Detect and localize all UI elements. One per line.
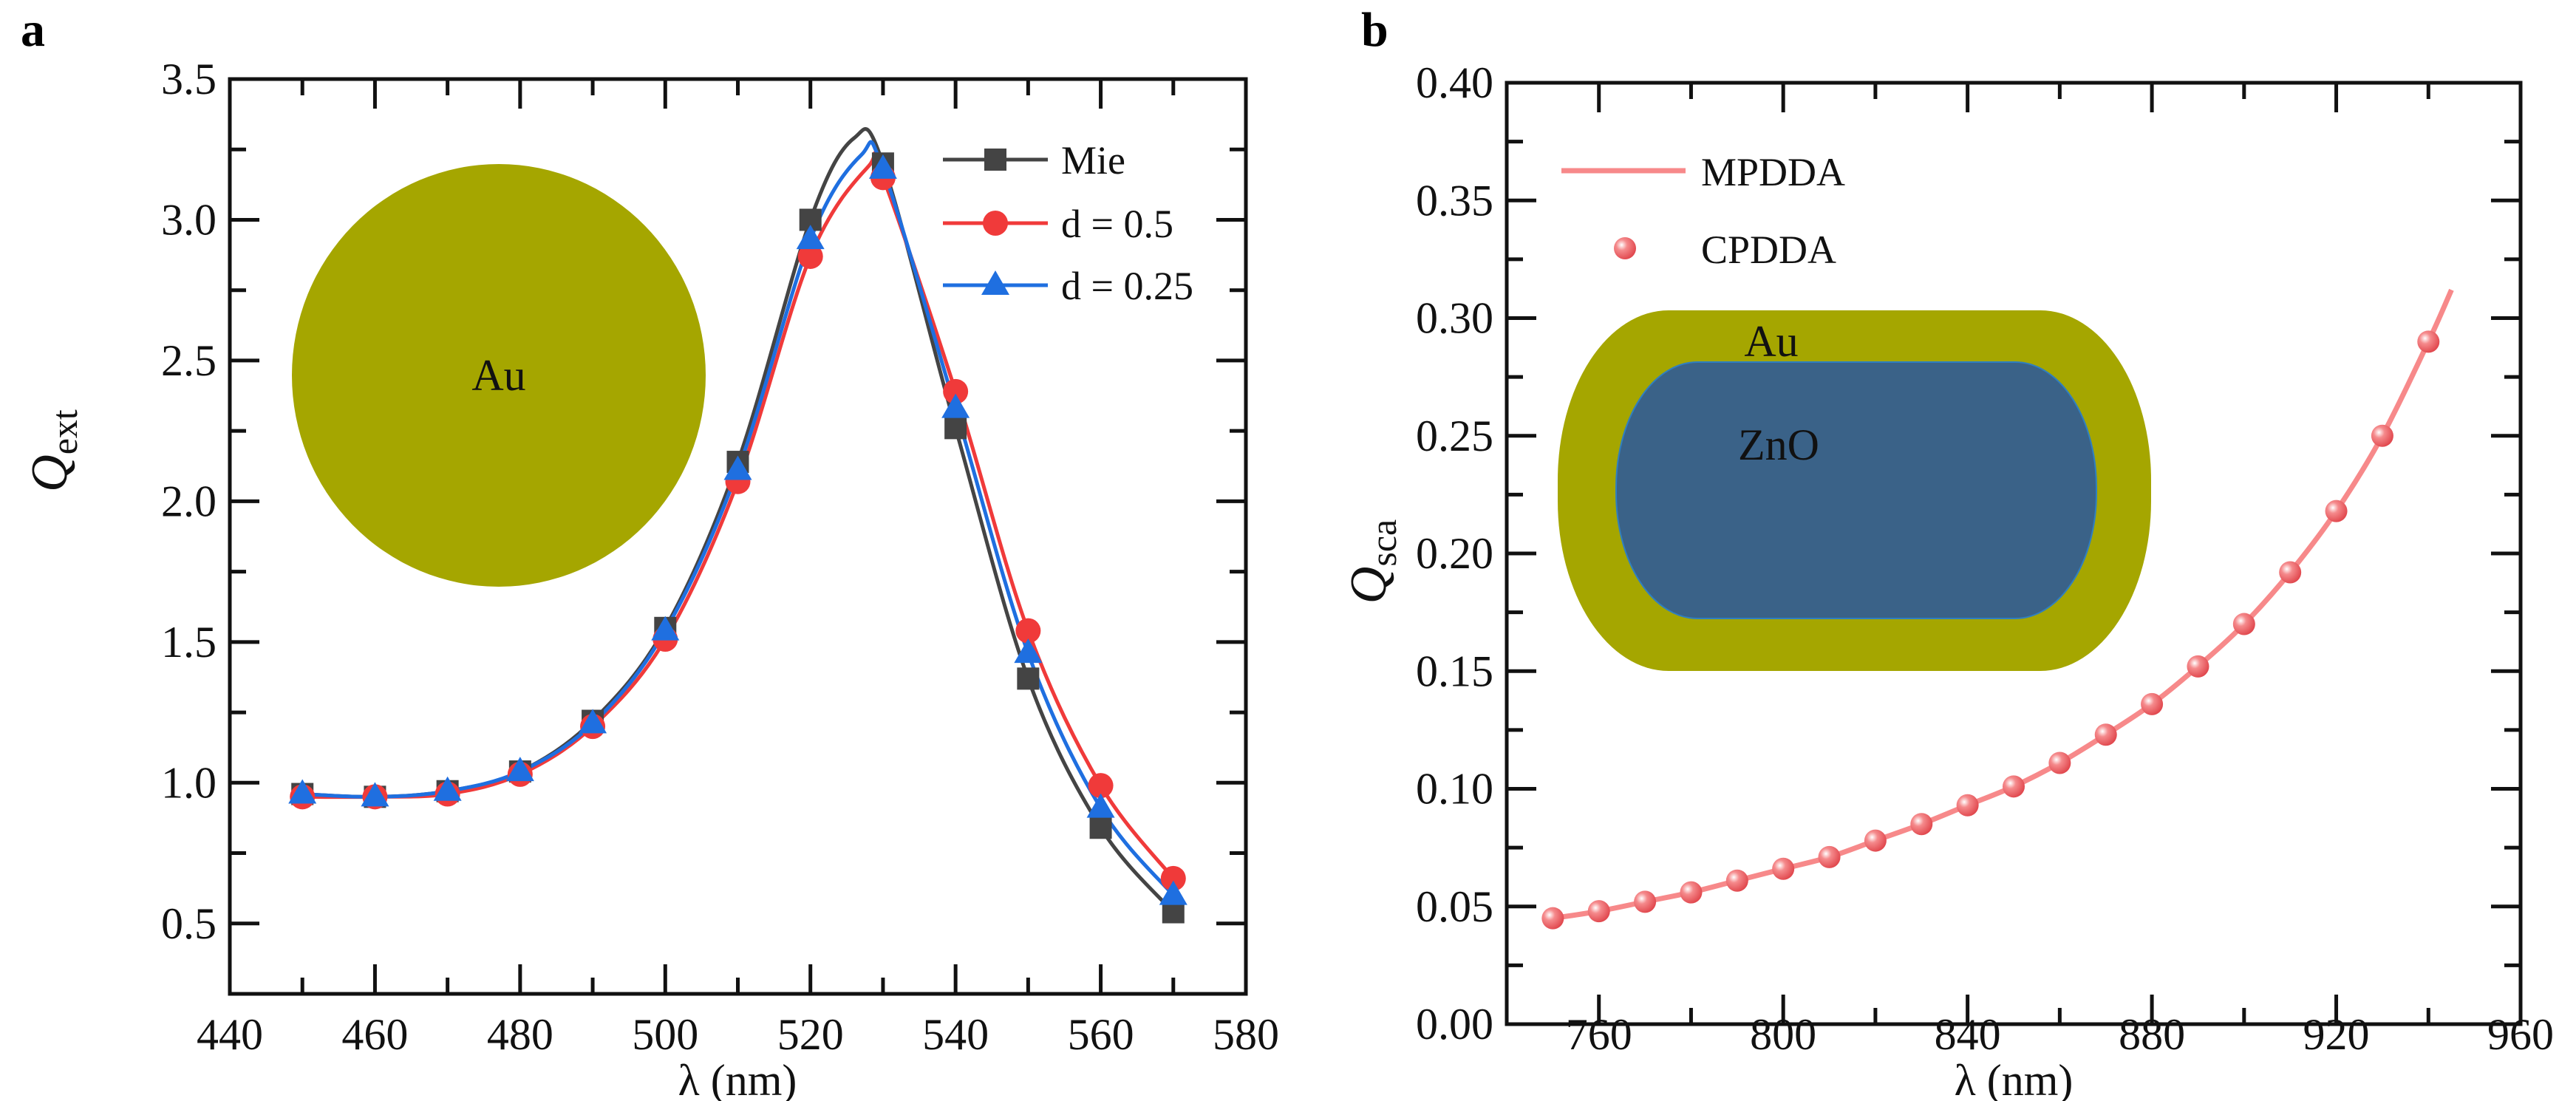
- data-point-triangle: [433, 776, 462, 801]
- inset-label-au: Au: [471, 351, 525, 400]
- data-point-triangle: [941, 393, 970, 418]
- data-point-cpdda: [1818, 845, 1841, 868]
- data-point-cpdda: [1910, 813, 1933, 836]
- zno-core-inset: [1615, 361, 2097, 619]
- legend-label: d = 0.5: [1061, 202, 1173, 246]
- data-point-cpdda: [2048, 751, 2071, 774]
- data-point-triangle: [1086, 793, 1115, 818]
- data-point-triangle: [361, 782, 389, 807]
- inset-label-au: Au: [1744, 317, 1798, 366]
- data-point-triangle: [1159, 880, 1188, 905]
- data-point-cpdda: [2325, 500, 2348, 522]
- data-point-triangle: [579, 709, 607, 734]
- y-tick-label: 3.0: [161, 195, 217, 244]
- data-point-cpdda: [2279, 561, 2302, 584]
- data-point-cpdda: [1864, 829, 1887, 852]
- legend-marker-square: [984, 149, 1006, 171]
- legend-label: d = 0.25: [1061, 264, 1193, 308]
- legend-marker-cpdda: [1614, 237, 1636, 259]
- y-axis-label-b: Qsca: [1340, 519, 1404, 604]
- y-tick-label: 0.40: [1416, 58, 1493, 107]
- data-point-cpdda: [1725, 869, 1748, 892]
- data-point-cpdda: [1634, 890, 1657, 913]
- data-point-cpdda: [2003, 775, 2025, 798]
- y-tick-label: 0.00: [1416, 1000, 1493, 1049]
- x-tick-label: 500: [632, 1010, 698, 1059]
- panel-b: b Au ZnO 760 800 840 880 920 960 0.00 0.05 0.10 0…: [1340, 3, 2554, 1101]
- data-point-triangle: [723, 455, 752, 480]
- x-tick-label: 560: [1068, 1010, 1134, 1059]
- legend-label: Mie: [1061, 138, 1125, 183]
- x-tick-label: 840: [1935, 1010, 2001, 1059]
- x-tick-label: 880: [2119, 1010, 2185, 1059]
- y-tick-label: 0.35: [1416, 176, 1493, 225]
- x-tick-label: 920: [2303, 1010, 2370, 1059]
- data-point-cpdda: [2141, 692, 2164, 715]
- y-tick-label: 3.5: [161, 55, 217, 103]
- x-tick-label: 580: [1213, 1010, 1279, 1059]
- data-point-cpdda: [1587, 900, 1610, 923]
- x-tick-label: 440: [197, 1010, 263, 1059]
- data-point-triangle: [651, 616, 680, 641]
- au-sphere-inset: [292, 164, 706, 587]
- legend-marker-circle: [983, 211, 1008, 236]
- data-point-square: [1089, 817, 1112, 839]
- data-point-triangle: [796, 225, 825, 250]
- x-tick-label: 960: [2487, 1010, 2554, 1059]
- data-point-cpdda: [1541, 907, 1564, 930]
- x-tick-label: 520: [777, 1010, 844, 1059]
- panel-a: a Au 440 460 480 500 520 540 560 580 0.5 1.0 1.5 2.…: [21, 3, 1279, 1101]
- data-point-circle: [1160, 865, 1186, 891]
- data-point-circle: [797, 243, 823, 269]
- data-point-cpdda: [1772, 857, 1795, 880]
- data-point-cpdda: [2371, 424, 2393, 447]
- y-tick-label: 1.5: [161, 618, 217, 667]
- data-point-cpdda: [1956, 794, 1979, 817]
- data-point-cpdda: [2417, 330, 2440, 353]
- data-point-triangle: [288, 779, 317, 804]
- x-tick-label: 800: [1750, 1010, 1816, 1059]
- legend-label: CPDDA: [1701, 228, 1836, 272]
- y-tick-label: 0.5: [161, 899, 217, 948]
- x-axis-label-a: λ (nm): [678, 1056, 797, 1101]
- data-point-cpdda: [1680, 881, 1703, 904]
- panel-label-b: b: [1361, 3, 1388, 57]
- y-tick-label: 1.0: [161, 758, 217, 807]
- data-point-cpdda: [2232, 613, 2255, 635]
- y-tick-label: 2.5: [161, 336, 217, 385]
- legend-label: MPDDA: [1701, 150, 1845, 194]
- data-point-square: [1017, 667, 1040, 690]
- inset-label-zno: ZnO: [1738, 420, 1819, 469]
- x-tick-label: 480: [487, 1010, 553, 1059]
- x-tick-label: 460: [341, 1010, 408, 1059]
- y-tick-label: 0.30: [1416, 294, 1493, 343]
- data-point-cpdda: [2094, 723, 2117, 746]
- x-tick-label: 540: [922, 1010, 989, 1059]
- data-point-triangle: [505, 757, 534, 782]
- data-point-cpdda: [2187, 655, 2209, 678]
- y-tick-label: 2.0: [161, 477, 217, 525]
- data-point-triangle: [868, 154, 897, 179]
- data-point-square: [944, 417, 967, 440]
- data-point-triangle: [1014, 638, 1043, 664]
- y-tick-label: 0.15: [1416, 647, 1493, 695]
- legend-marker-triangle: [981, 270, 1009, 295]
- data-point-circle: [1088, 773, 1114, 799]
- x-tick-label: 760: [1566, 1010, 1632, 1059]
- y-tick-label: 0.10: [1416, 765, 1493, 814]
- x-axis-label-b: λ (nm): [1955, 1056, 2074, 1101]
- panel-label-a: a: [21, 3, 45, 57]
- y-axis-label-a: Qext: [21, 409, 85, 492]
- data-point-circle: [1015, 618, 1041, 644]
- y-tick-label: 0.20: [1416, 529, 1493, 578]
- data-point-circle: [943, 378, 969, 404]
- y-tick-label: 0.25: [1416, 412, 1493, 460]
- y-tick-label: 0.05: [1416, 882, 1493, 931]
